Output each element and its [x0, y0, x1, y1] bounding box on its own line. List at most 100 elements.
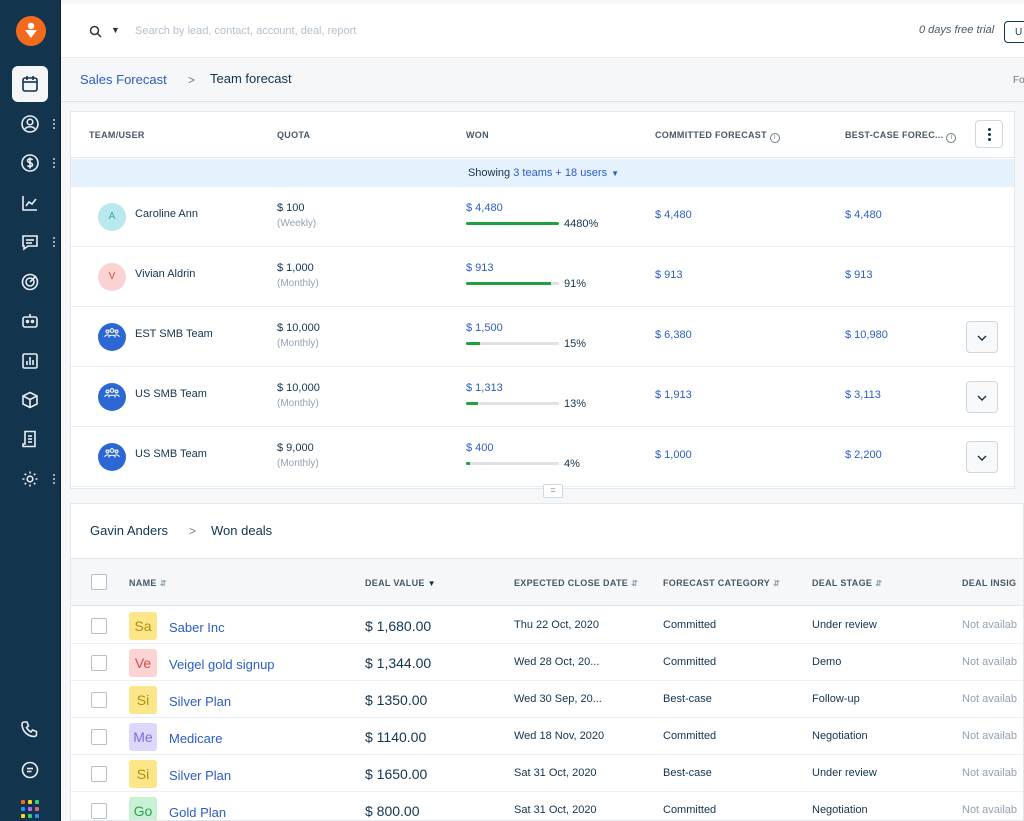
- row-name[interactable]: EST SMB Team: [135, 328, 213, 340]
- bot-icon[interactable]: [12, 303, 48, 339]
- deal-close-date: Wed 18 Nov, 2020: [514, 730, 605, 742]
- deal-avatar: Si: [129, 686, 157, 714]
- row-committed-forecast[interactable]: $ 4,480: [655, 209, 692, 221]
- dollar-icon[interactable]: [12, 145, 48, 181]
- row-won-percent: 91%: [564, 278, 587, 290]
- expand-row-button[interactable]: [966, 321, 998, 353]
- search-input[interactable]: [135, 20, 535, 42]
- row-checkbox[interactable]: [91, 655, 107, 671]
- row-name[interactable]: Vivian Aldrin: [135, 268, 196, 280]
- row-committed-forecast[interactable]: $ 913: [655, 269, 683, 281]
- won-progress-fill: [466, 462, 470, 465]
- message-icon[interactable]: [12, 752, 48, 788]
- row-committed-forecast[interactable]: $ 1,913: [655, 389, 692, 401]
- sort-icon: ⇵: [631, 579, 639, 588]
- col-deal-stage[interactable]: DEAL STAGE ⇵: [812, 578, 882, 588]
- row-best-case-forecast[interactable]: $ 913: [845, 269, 873, 281]
- resize-handle[interactable]: =: [543, 484, 563, 498]
- deal-forecast-category: Committed: [663, 804, 717, 816]
- deal-insights: Not availab: [962, 767, 1018, 779]
- team-icon: [98, 323, 126, 351]
- col-best-case-forecast: BEST-CASE FOREC... i: [845, 130, 957, 143]
- search-scope-dropdown-icon[interactable]: ▼: [111, 25, 120, 35]
- calendar-icon[interactable]: [12, 66, 48, 102]
- row-name[interactable]: US SMB Team: [135, 448, 207, 460]
- row-name[interactable]: Caroline Ann: [135, 208, 198, 220]
- row-won-value[interactable]: $ 4,480: [466, 202, 503, 214]
- deal-name-link[interactable]: Saber Inc: [169, 620, 225, 635]
- deal-name-link[interactable]: Silver Plan: [169, 768, 232, 783]
- row-quota: $ 10,000: [277, 322, 320, 334]
- chevron-down-icon[interactable]: ▼: [611, 169, 620, 178]
- won-progress-fill: [466, 342, 480, 345]
- settings-more-icon[interactable]: [52, 473, 56, 485]
- col-committed-forecast: COMMITTED FORECAST i: [655, 130, 780, 143]
- select-all-checkbox[interactable]: [91, 574, 107, 590]
- upgrade-button[interactable]: U: [1004, 21, 1024, 43]
- info-icon[interactable]: i: [769, 133, 780, 143]
- deal-name-link[interactable]: Silver Plan: [169, 694, 232, 709]
- row-won-value[interactable]: $ 1,313: [466, 382, 503, 394]
- sort-desc-icon: ▼: [427, 579, 436, 588]
- chart-icon[interactable]: [12, 185, 48, 221]
- row-won-value[interactable]: $ 913: [466, 262, 494, 274]
- row-won-value[interactable]: $ 1,500: [466, 322, 503, 334]
- showing-filter-link[interactable]: 3 teams + 18 users: [513, 167, 608, 179]
- col-team-user: TEAM/USER: [89, 130, 145, 140]
- col-deal-insights[interactable]: DEAL INSIG: [962, 578, 1017, 588]
- row-best-case-forecast[interactable]: $ 2,200: [845, 449, 882, 461]
- won-progress-fill: [466, 402, 479, 405]
- col-name-label: NAME: [129, 578, 157, 588]
- deal-avatar: Ve: [129, 649, 157, 677]
- row-checkbox[interactable]: [91, 618, 107, 634]
- search-icon[interactable]: [89, 25, 102, 43]
- row-checkbox[interactable]: [91, 803, 107, 819]
- deal-name-link[interactable]: Veigel gold signup: [169, 657, 275, 672]
- deal-name-link[interactable]: Medicare: [169, 731, 223, 746]
- col-forecast-category[interactable]: FORECAST CATEGORY ⇵: [663, 578, 780, 588]
- col-deal-value[interactable]: DEAL VALUE ▼: [365, 578, 436, 588]
- box-icon[interactable]: [12, 382, 48, 418]
- row-quota: $ 9,000: [277, 442, 314, 454]
- header-right-action[interactable]: Fo: [1013, 75, 1024, 86]
- chat-icon[interactable]: [12, 224, 48, 260]
- chat-more-icon[interactable]: [52, 236, 56, 248]
- deal-row: Si Silver Plan $ 1650.00 Sat 31 Oct, 2020 Be…: [71, 755, 1023, 792]
- deal-forecast-category: Best-case: [663, 693, 712, 705]
- contacts-icon[interactable]: [12, 106, 48, 142]
- row-name[interactable]: US SMB Team: [135, 388, 207, 400]
- deal-row: Go Gold Plan $ 800.00 Sat 31 Oct, 2020 Commi…: [71, 792, 1023, 820]
- row-best-case-forecast[interactable]: $ 4,480: [845, 209, 882, 221]
- phone-icon[interactable]: [12, 711, 48, 747]
- more-options-button[interactable]: [975, 120, 1003, 148]
- col-name[interactable]: NAME ⇵: [129, 578, 167, 588]
- settings-icon[interactable]: [12, 461, 48, 497]
- target-icon[interactable]: [12, 264, 48, 300]
- deals-more-icon[interactable]: [52, 157, 56, 169]
- reports-icon[interactable]: [12, 343, 48, 379]
- deal-name-link[interactable]: Gold Plan: [169, 805, 227, 820]
- expand-row-button[interactable]: [966, 441, 998, 473]
- row-checkbox[interactable]: [91, 766, 107, 782]
- top-bar: ▼ 0 days free trial U: [61, 4, 1024, 58]
- apps-grid-icon[interactable]: [21, 800, 39, 818]
- deal-insights: Not availab: [962, 730, 1018, 742]
- row-best-case-forecast[interactable]: $ 10,980: [845, 329, 888, 341]
- row-checkbox[interactable]: [91, 692, 107, 708]
- row-best-case-forecast[interactable]: $ 3,113: [845, 389, 881, 401]
- deal-insights: Not availab: [962, 656, 1018, 668]
- row-committed-forecast[interactable]: $ 6,380: [655, 329, 692, 341]
- row-committed-forecast[interactable]: $ 1,000: [655, 449, 692, 461]
- col-expected-close-date[interactable]: EXPECTED CLOSE DATE ⇵: [514, 578, 638, 588]
- row-checkbox[interactable]: [91, 729, 107, 745]
- brand-logo[interactable]: [16, 16, 46, 46]
- expand-row-button[interactable]: [966, 381, 998, 413]
- team-icon: [98, 383, 126, 411]
- contacts-more-icon[interactable]: [52, 118, 56, 130]
- invoice-icon[interactable]: [12, 421, 48, 457]
- info-icon[interactable]: i: [946, 133, 957, 143]
- deal-stage: Negotiation: [812, 804, 868, 816]
- deals-breadcrumb-user[interactable]: Gavin Anders: [90, 523, 169, 538]
- row-won-value[interactable]: $ 400: [466, 442, 494, 454]
- breadcrumb-sales-forecast[interactable]: Sales Forecast: [80, 72, 167, 87]
